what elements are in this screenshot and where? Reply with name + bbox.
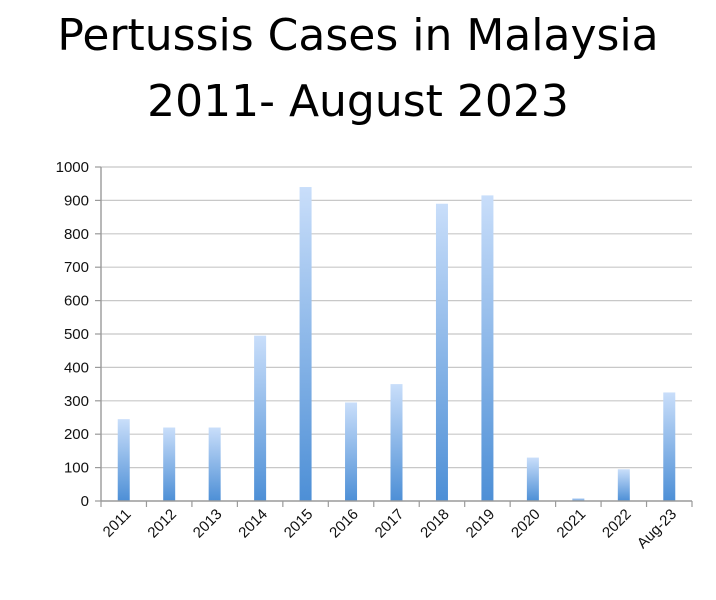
y-tick-label: 0 (81, 493, 89, 510)
y-tick-labels: 0 100 200 300 400 500 600 700 800 900 1000 (56, 159, 89, 510)
x-tick-labels: 2011 2012 2013 2014 2015 2016 2017 2018 2019 2020… (100, 506, 680, 552)
chart-title-line-2: 2011- August 2023 (147, 76, 569, 127)
y-tick-label: 500 (64, 326, 89, 343)
bars (117, 187, 676, 502)
bar-2013 (208, 427, 221, 501)
bar-2016 (345, 402, 358, 501)
x-tick-label: Aug-23 (634, 506, 680, 552)
bar-2015 (299, 187, 312, 502)
chart-title-line-1: Pertussis Cases in Malaysia (57, 10, 659, 61)
bar-2019 (481, 195, 494, 501)
y-tick-label: 300 (64, 393, 89, 410)
bar-2020 (526, 457, 539, 501)
y-tick-label: 200 (64, 426, 89, 443)
axes (100, 167, 693, 507)
x-tick-label: 2019 (463, 506, 499, 542)
x-tick-label: 2018 (417, 506, 453, 542)
bar-2017 (390, 384, 403, 501)
bar-2018 (435, 203, 448, 502)
y-tick-label: 900 (64, 192, 89, 209)
y-tick-label: 600 (64, 293, 89, 310)
x-tick-label: 2015 (281, 506, 317, 542)
x-tick-label: 2022 (599, 506, 635, 542)
bar-2021 (572, 498, 585, 501)
y-tick-label: 1000 (56, 159, 89, 176)
x-tick-label: 2013 (190, 506, 226, 542)
bar-2014 (254, 335, 267, 501)
bar-2011 (117, 419, 130, 501)
bar-aug-23 (663, 392, 676, 501)
y-tick-label: 100 (64, 460, 89, 477)
y-tick-label: 400 (64, 359, 89, 376)
gridlines (95, 166, 692, 502)
y-tick-label: 700 (64, 259, 89, 276)
x-tick-label: 2021 (554, 506, 590, 542)
x-tick-label: 2016 (326, 506, 362, 542)
y-tick-label: 800 (64, 226, 89, 243)
bar-2022 (617, 469, 630, 501)
x-tick-label: 2012 (144, 506, 180, 542)
bar-2012 (163, 427, 176, 501)
x-tick-label: 2014 (235, 506, 271, 542)
x-tick-label: 2011 (100, 506, 135, 541)
x-tick-label: 2020 (508, 506, 544, 542)
x-tick-label: 2017 (372, 506, 408, 542)
